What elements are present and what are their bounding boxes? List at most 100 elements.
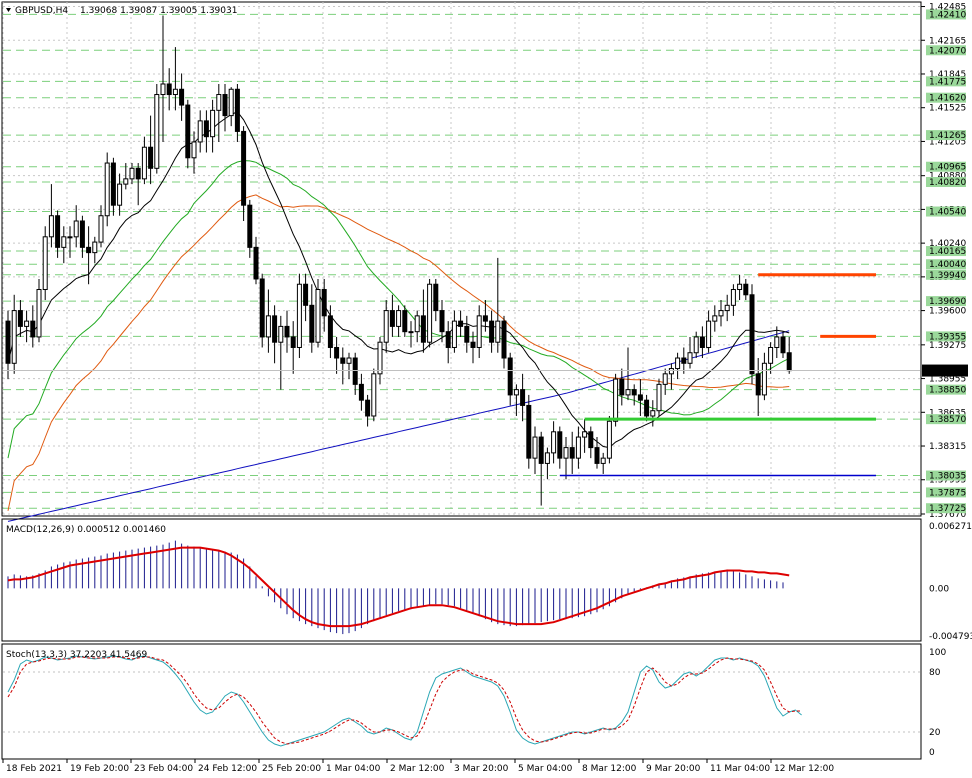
time-tick-label: 18 Feb 2021 (6, 764, 62, 774)
candle-bear (526, 404, 532, 459)
stoch-pane-frame (1, 643, 922, 760)
candle-bull (712, 315, 718, 322)
level-label-bg (926, 130, 966, 141)
level-label-bg (926, 487, 966, 498)
candle-bull (210, 109, 216, 138)
candle-bear (507, 357, 513, 396)
candle-bull (48, 215, 54, 238)
dropdown-triangle-icon[interactable] (6, 8, 11, 12)
candle-bull (123, 178, 129, 185)
level-label: 1.38570 (929, 415, 966, 425)
candle-bear (166, 83, 172, 96)
candle-bear (86, 246, 92, 254)
candle-bull (92, 241, 98, 254)
level-label-bg (926, 384, 966, 395)
time-tick-label: 9 Mar 20:00 (646, 764, 701, 774)
candle-bull (67, 236, 73, 239)
candle-bull (228, 88, 234, 117)
level-label: 1.39355 (929, 332, 966, 342)
candle-bear (321, 289, 327, 317)
stoch-pane[interactable]: 100 80 20 0 Stoch(13,3,3) 37.2203 41.5469 (1, 643, 946, 760)
candle-bear (402, 310, 408, 333)
candle-bull (613, 378, 619, 422)
candle-bull (11, 310, 17, 364)
level-label-bg (926, 161, 966, 172)
candle-bull (625, 389, 631, 396)
price-tick-label: 1.42485 (929, 3, 966, 13)
stoch-signal-line (7, 656, 802, 745)
candle-bull (662, 373, 668, 385)
level-label-bg (926, 9, 966, 20)
level-label-bg (926, 206, 966, 217)
price-tick-label: 1.37670 (929, 510, 966, 520)
candle-bull (191, 141, 197, 159)
candle-bull (315, 289, 321, 343)
level-label-bg (926, 92, 966, 103)
time-tick-label: 19 Feb 20:00 (70, 764, 129, 774)
price-tick-label: 1.39600 (929, 307, 966, 317)
candle-bear (334, 346, 340, 359)
candle-bull (160, 83, 166, 96)
candle-bull (582, 431, 588, 438)
candle-bear (644, 399, 650, 417)
symbol-label: GBPUSD,H4 (15, 6, 68, 16)
level-label-bg (926, 76, 966, 87)
candle-bear (259, 278, 265, 338)
candle-bull (371, 373, 377, 417)
candle-bull (172, 88, 178, 96)
chart-header: GBPUSD,H4 1.39068 1.39087 1.39005 1.3903… (6, 6, 237, 16)
candle-bull (377, 341, 383, 375)
level-label-bg (926, 414, 966, 425)
candle-bear (5, 320, 11, 364)
price-tick-label: 1.41205 (929, 137, 966, 147)
candle-bull (265, 315, 271, 338)
time-tick-label: 8 Mar 12:00 (582, 764, 637, 774)
macd-tick-label: -0.004793 (929, 632, 972, 642)
candle-bull (606, 420, 612, 459)
macd-pane[interactable]: 0.006271 0.00 -0.004793 MACD(12,26,9) 0.00… (1, 518, 972, 642)
candle-bull (675, 357, 681, 370)
candle-bear (303, 283, 309, 306)
candle-bull (495, 320, 501, 343)
macd-signal-line (7, 546, 790, 628)
level-label: 1.39690 (929, 297, 966, 307)
candle-bull (396, 310, 402, 327)
candle-bear (557, 431, 563, 459)
candle-bull (24, 320, 30, 327)
level-label-bg (926, 45, 966, 56)
macd-label: MACD(12,26,9) 0.000512 0.001460 (6, 525, 166, 535)
candle-bear (501, 320, 507, 359)
stoch-main-line (7, 655, 802, 747)
price-tick-label: 1.41845 (929, 70, 966, 80)
candle-bull (427, 283, 433, 343)
candle-bear (520, 389, 526, 406)
price-axis: 1.42485 1.42165 1.41845 1.41525 1.41205 1.408… (3, 3, 968, 520)
candlesticks (5, 15, 792, 506)
candle-bear (470, 341, 476, 348)
candle-bear (135, 167, 141, 180)
price-tick-label: 1.38315 (929, 442, 966, 452)
candle-bear (179, 88, 185, 106)
candle-bull (544, 452, 550, 464)
candle-bear (569, 447, 575, 459)
level-label: 1.38850 (929, 386, 966, 396)
price-tick-label: 1.39275 (929, 341, 966, 351)
candle-bear (445, 331, 451, 348)
time-tick-label: 11 Mar 04:00 (710, 764, 770, 774)
candle-bear (309, 304, 315, 343)
candle-bull (104, 162, 110, 217)
candle-bear (594, 447, 600, 464)
candle-bull (278, 325, 284, 343)
price-tick-label: 1.38635 (929, 408, 966, 418)
level-label-bg (926, 503, 966, 514)
level-label: 1.41775 (929, 77, 966, 87)
candle-bear (203, 120, 209, 138)
price-pane[interactable]: 1.42485 1.42165 1.41845 1.41525 1.41205 1.408… (1, 1, 968, 522)
candle-bull (575, 436, 581, 459)
candle-bear (253, 246, 259, 280)
price-tick-label: 1.37995 (929, 476, 966, 486)
stoch-tick-label: 0 (929, 748, 935, 758)
ma-blue-line (7, 330, 790, 522)
drawn-horizontal-lines[interactable] (559, 273, 876, 477)
